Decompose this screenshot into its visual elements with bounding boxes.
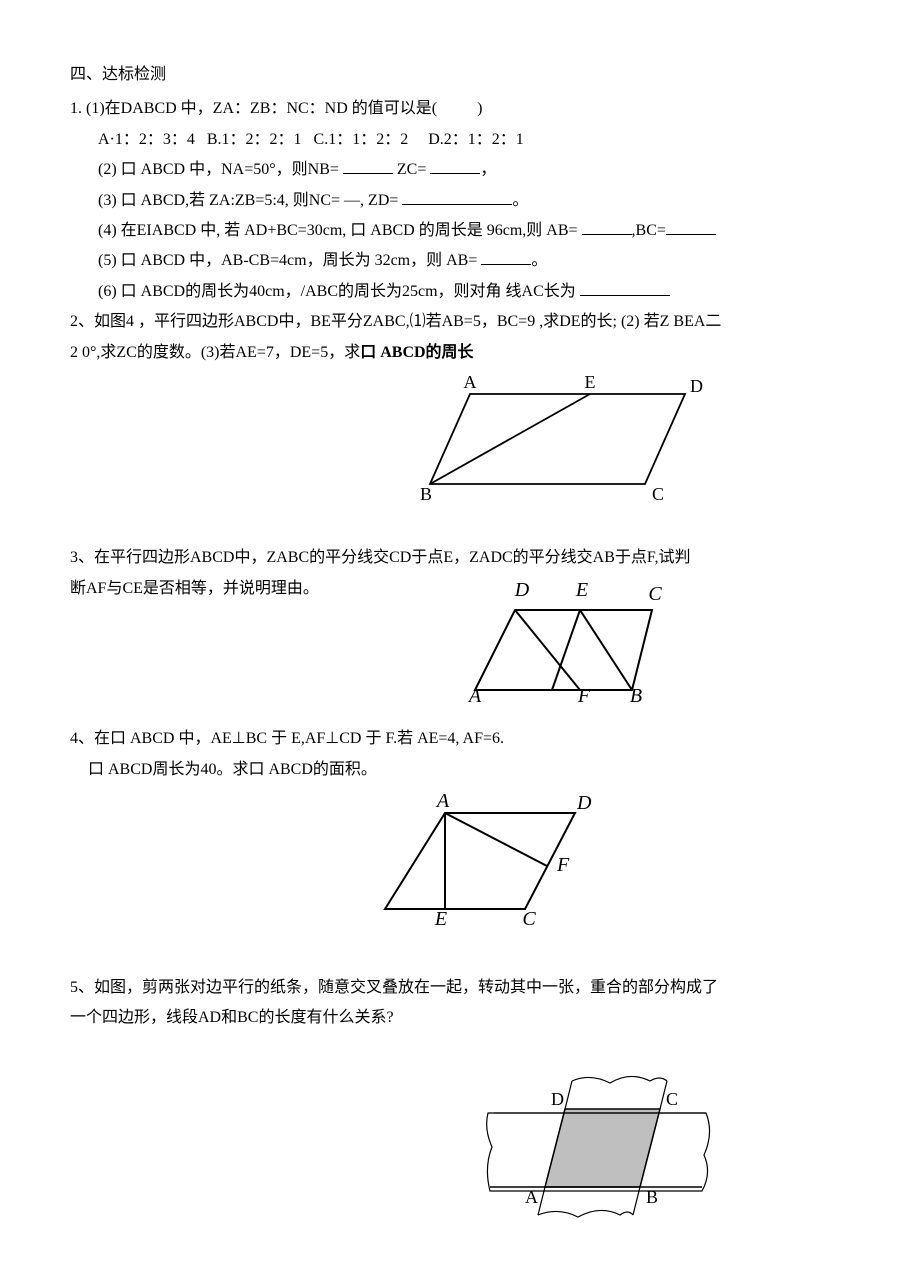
q2-line1: 2、如图4 ，平行四边形ABCD中，BE平分ZABC,⑴若AB=5，BC=9 ,… [70,307,850,337]
label-A: A [467,685,482,703]
q1-4-b: ,BC= [632,222,666,239]
q1-2-a: (2) 口 ABCD 中，NA=50°，则NB= [98,161,343,178]
label-C: C [666,1089,678,1109]
label-D: D [514,579,530,601]
q1-5: (5) 口 ABCD 中，AB-CB=4cm，周长为 32cm，则 AB= 。 [70,246,850,276]
q1-1-stem: 1. (1)在DABCD 中，ZA：ZB：NC：ND 的值可以是( ) [70,94,850,124]
parallelogram-abecd-icon: A E D B C [420,374,710,504]
overlapping-strips-icon: D C A B [480,1069,720,1219]
label-A: A [435,791,450,812]
q1-5-a: (5) 口 ABCD 中，AB-CB=4cm，周长为 32cm，则 AB= [98,252,481,269]
label-A: A [464,374,477,392]
label-B: B [646,1187,658,1207]
label-F: F [577,685,591,703]
q4-line2: 口 ABCD周长为40。求口 ABCD的面积。 [70,755,850,785]
q1-3-a: (3) 口 ABCD,若 ZA:ZB=5:4, 则NC= —, ZD= [98,192,402,209]
label-D: D [690,376,703,396]
blank [430,157,480,174]
q2-line2-bold: 口 ABCD的周长 [360,344,473,361]
label-E: E [434,908,447,930]
label-C: C [648,583,662,605]
spacer [70,1033,850,1063]
label-D: D [576,792,592,814]
label-E: E [575,579,588,601]
blank [666,218,716,235]
q1-2-b: ZC= [397,161,430,178]
label-E: E [585,374,596,392]
section-title: 四、达标检测 [70,60,850,90]
label-F: F [556,854,570,876]
q1-4: (4) 在EIABCD 中, 若 AD+BC=30cm, 口 ABCD 的周长是… [70,216,850,246]
q1-4-a: (4) 在EIABCD 中, 若 AD+BC=30cm, 口 ABCD 的周长是… [98,222,582,239]
label-A: A [525,1187,538,1207]
label-D: D [551,1089,564,1109]
label-B: B [630,685,642,703]
spacer [70,953,850,973]
blank [402,188,512,205]
q4-figure: A D F E C [70,791,850,942]
blank [343,157,393,174]
q5-line1: 5、如图，剪两张对边平行的纸条，随意交叉叠放在一起，转动其中一张，重合的部分构成… [70,973,850,1003]
q1-6-a: (6) 口 ABCD的周长为40cm，/ABC的周长为25cm，则对角 线AC长… [98,283,580,300]
q1-5-b: 。 [531,252,547,269]
q1-3-b: 。 [512,192,528,209]
q1-6: (6) 口 ABCD的周长为40cm，/ABC的周长为25cm，则对角 线AC长… [70,277,850,307]
q1-2-c: ， [480,161,496,178]
label-B: B [420,484,432,504]
blank [481,248,531,265]
parallelogram-aefd-icon: A D F E C [375,791,605,931]
label-C: C [522,908,536,930]
q1-3: (3) 口 ABCD,若 ZA:ZB=5:4, 则NC= —, ZD= 。 [70,186,850,216]
q5-line2: 一个四边形，线段AD和BC的长度有什么关系? [70,1003,850,1033]
q1-2: (2) 口 ABCD 中，NA=50°，则NB= ZC= ， [70,155,850,185]
label-C: C [652,484,664,504]
q3-line1: 3、在平行四边形ABCD中，ZABC的平分线交CD于点E，ZADC的平分线交AB… [70,543,850,573]
blank [580,279,670,296]
q2-line2: 2 0°,求ZC的度数。(3)若AE=7，DE=5，求 [70,344,360,361]
q2-line2-wrap: 2 0°,求ZC的度数。(3)若AE=7，DE=5，求口 ABCD的周长 [70,338,850,368]
q2-figure: A E D B C [70,374,850,515]
q4-line1: 4、在口 ABCD 中，AE⊥BC 于 E,AF⊥CD 于 F.若 AE=4, … [70,724,850,754]
q1-1-options: A·1：2：3：4 B.1：2：2：1 C.1：1：2：2 D.2：1：2：1 [70,125,850,155]
blank [582,218,632,235]
q5-figure: D C A B [70,1069,850,1230]
parallelogram-defb-icon: D E C A F B [460,578,690,703]
q3-line2: 断AF与CE是否相等，并说明理由。 [70,574,319,604]
spacer [70,525,850,543]
